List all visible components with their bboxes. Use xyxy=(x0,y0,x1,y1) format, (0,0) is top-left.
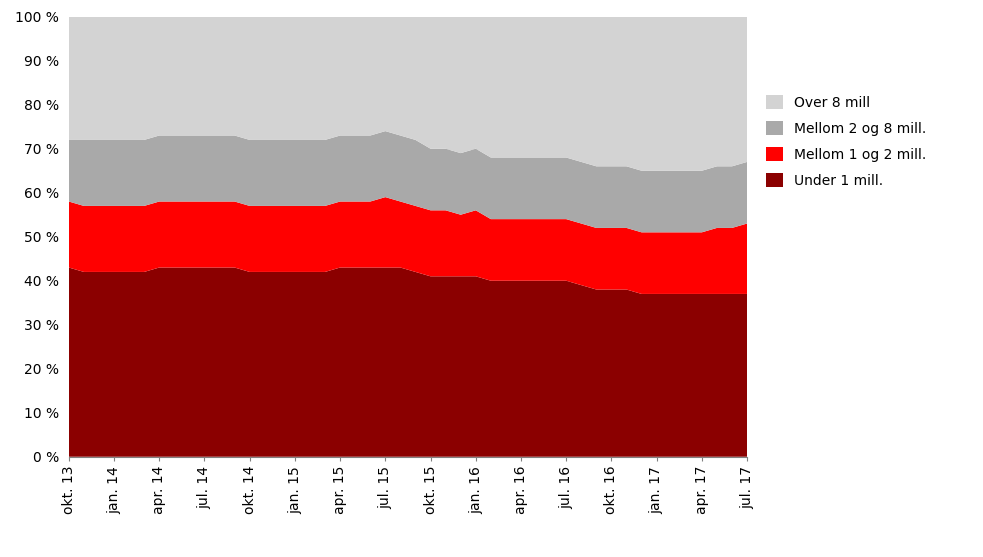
Legend: Over 8 mill, Mellom 2 og 8 mill., Mellom 1 og 2 mill., Under 1 mill.: Over 8 mill, Mellom 2 og 8 mill., Mellom… xyxy=(761,90,932,193)
